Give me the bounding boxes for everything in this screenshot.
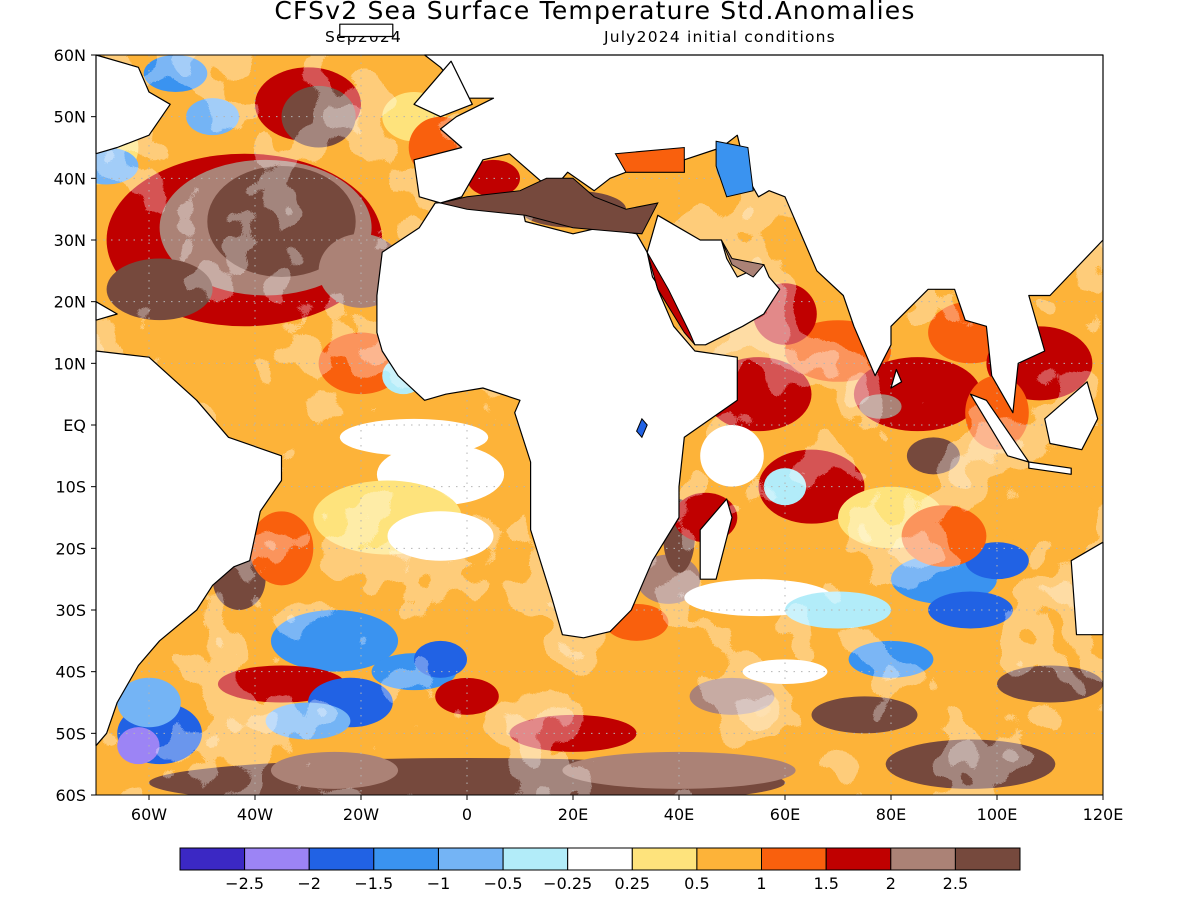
colorbar-swatch [308, 847, 375, 871]
lon-tick-label: 40E [664, 805, 694, 824]
colorbar-swatch [954, 847, 1021, 871]
land-africa [376, 196, 738, 639]
colorbar-label: −0.25 [543, 874, 592, 893]
colorbar-label: −1 [427, 874, 451, 893]
lon-tick-label: 120E [1083, 805, 1124, 824]
land-iceland [339, 23, 394, 38]
colorbar-swatch [244, 847, 310, 871]
caspian-sea [715, 140, 754, 198]
lat-tick-label: 20S [55, 539, 86, 558]
colorbar-swatch [631, 847, 698, 871]
lake-victoria [636, 417, 648, 439]
land-madagascar [699, 498, 733, 580]
lat-tick-label: 20N [54, 293, 86, 312]
land-borneo [1044, 381, 1099, 451]
lon-tick-label: 20W [343, 805, 379, 824]
colorbar-label: 2 [886, 874, 896, 893]
colorbar-label: 0.5 [684, 874, 709, 893]
red-sea [646, 252, 696, 346]
colorbar-swatch [890, 847, 956, 871]
colorbar-swatch [373, 847, 439, 871]
colorbar-swatch [761, 847, 827, 871]
mediterranean-sea [440, 177, 659, 235]
longitude-labels: 60W 40W 20W 0 20E 40E 60E 80E 100E 120E [131, 795, 1123, 824]
lat-tick-label: 40N [54, 169, 86, 188]
colorbar-label: 2.5 [943, 874, 968, 893]
lon-tick-label: 60E [770, 805, 800, 824]
initial-conditions: July2024 initial conditions [604, 28, 836, 46]
land-india-lanka [890, 368, 903, 389]
colorbar-swatch [179, 847, 246, 871]
lat-tick-label: 60N [54, 46, 86, 65]
lat-tick-label: 10N [54, 354, 86, 373]
land-british-isles [413, 60, 473, 118]
land-north-america [95, 54, 171, 155]
persian-gulf [720, 239, 765, 278]
latitude-labels: 60N 50N 40N 30N 20N 10N EQ 10S 20S 30S 40S 50S 60S [54, 46, 96, 805]
colorbar-swatch [502, 847, 569, 871]
colorbar-swatch [438, 847, 504, 871]
colorbar-swatch [696, 847, 763, 871]
lat-tick-label: 50S [55, 724, 86, 743]
lat-tick-label: 40S [55, 663, 86, 682]
lon-tick-label: 100E [977, 805, 1018, 824]
land-java [1028, 461, 1072, 475]
colorbar-label: −2 [297, 874, 321, 893]
lon-tick-label: 0 [462, 805, 472, 824]
colorbar-label: −2.5 [225, 874, 264, 893]
lat-tick-label: 10S [55, 478, 86, 497]
colorbar-swatch [825, 847, 892, 871]
colorbar-label: 1.5 [813, 874, 838, 893]
land-south-america [95, 350, 283, 747]
lat-tick-label: 30N [54, 231, 86, 250]
lat-tick-label: 60S [55, 786, 86, 805]
lon-tick-label: 80E [876, 805, 906, 824]
colorbar-label: −1.5 [354, 874, 393, 893]
black-sea [614, 146, 685, 173]
colorbar: −2.5 −2 −1.5 −1 −0.5 −0.25 0.25 0.5 1 1.5 2 2.5 [179, 847, 1021, 893]
lat-tick-label: 50N [54, 108, 86, 127]
colorbar-label: 1 [756, 874, 766, 893]
colorbar-label: −0.5 [484, 874, 523, 893]
lon-tick-label: 40W [237, 805, 273, 824]
colorbar-label: 0.25 [614, 874, 650, 893]
chart-title: CFSv2 Sea Surface Temperature Std.Anomal… [274, 0, 916, 25]
coastlines [95, 23, 1104, 747]
lon-tick-label: 20E [558, 805, 588, 824]
lat-tick-label: 30S [55, 601, 86, 620]
lat-tick-label: EQ [63, 416, 86, 435]
lon-tick-label: 60W [131, 805, 167, 824]
colorbar-swatch [567, 847, 633, 871]
